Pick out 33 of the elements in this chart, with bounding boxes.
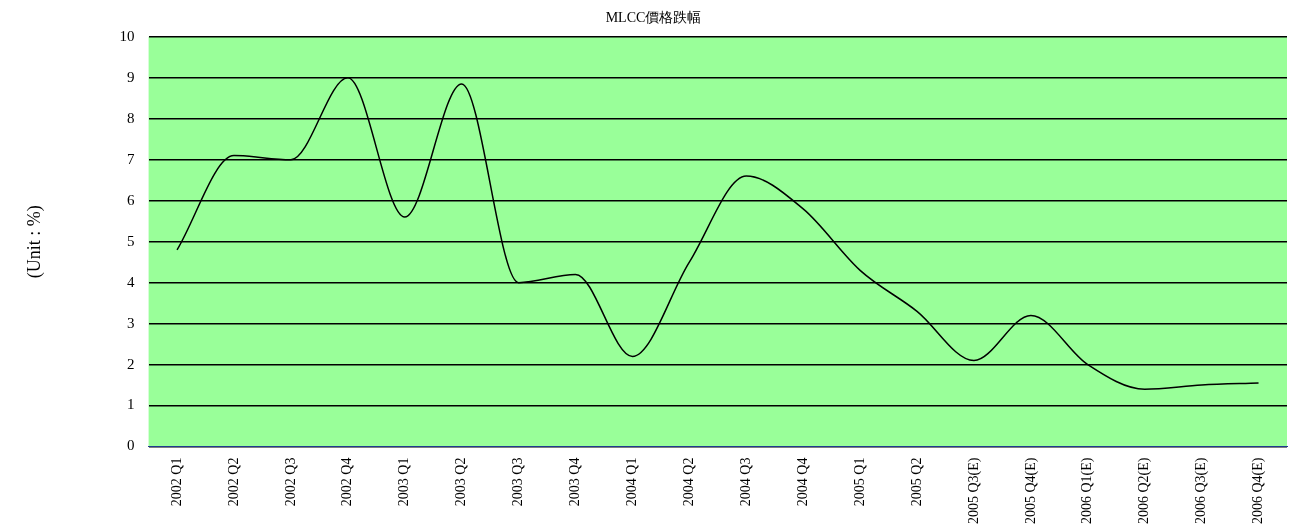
x-tick-label: 2006 Q2(E) [1136, 457, 1153, 525]
x-tick-label: 2006 Q4(E) [1250, 457, 1267, 525]
y-tick-label: 8 [127, 109, 135, 126]
x-tick-label: 2005 Q2 [908, 457, 924, 507]
y-tick-label: 0 [127, 437, 135, 454]
x-tick-label: 2003 Q1 [396, 457, 412, 507]
x-tick-label: 2003 Q2 [453, 457, 469, 507]
y-tick-label: 4 [127, 273, 136, 290]
y-tick-label: 1 [127, 396, 135, 413]
x-tick-label: 2002 Q2 [225, 457, 241, 507]
y-tick-label: 5 [127, 232, 135, 249]
y-tick-label: 9 [127, 68, 135, 85]
x-tick-label: 2002 Q4 [339, 457, 355, 507]
x-tick-label: 2004 Q3 [737, 457, 753, 507]
x-tick-label: 2002 Q1 [168, 457, 184, 507]
y-tick-label: 6 [127, 191, 136, 208]
x-tick-label: 2006 Q1(E) [1079, 457, 1096, 525]
x-tick-label: 2003 Q3 [510, 457, 526, 507]
x-tick-label: 2005 Q3(E) [965, 457, 982, 525]
y-tick-label: 3 [127, 314, 135, 331]
x-tick-label: 2004 Q1 [624, 457, 640, 507]
y-tick-label: 7 [127, 150, 136, 167]
x-tick-label: 2006 Q3(E) [1193, 457, 1210, 525]
x-tick-label: 2005 Q4(E) [1022, 457, 1039, 525]
x-tick-label: 2003 Q4 [567, 457, 583, 507]
y-tick-label: 10 [119, 27, 135, 44]
y-tick-label: 2 [127, 355, 135, 372]
x-tick-label: 2005 Q1 [851, 457, 867, 507]
y-axis-title: (Unit : %) [23, 205, 45, 279]
chart-title: MLCC價格跌幅 [605, 10, 702, 26]
x-tick-label: 2004 Q4 [794, 457, 810, 507]
x-tick-label: 2004 Q2 [681, 457, 697, 507]
x-tick-label: 2002 Q3 [282, 457, 298, 507]
